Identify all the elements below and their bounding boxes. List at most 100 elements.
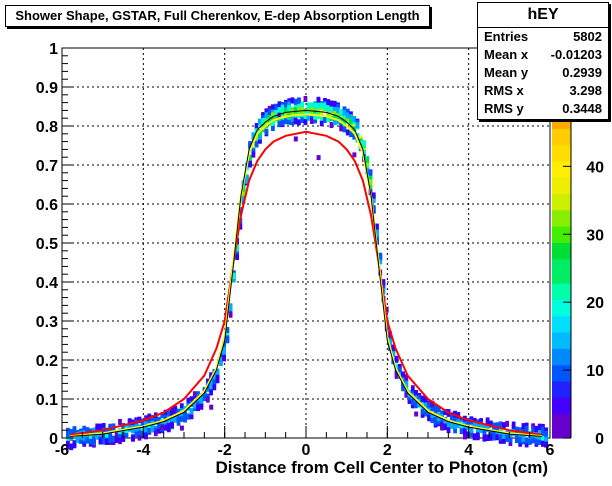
data-bin [404,392,409,398]
data-bin [271,119,275,126]
data-bin [245,177,249,184]
data-bin [466,431,470,438]
data-bin [397,363,402,370]
z-tick-label: 10 [586,363,604,380]
data-bin [375,223,379,230]
data-bin [449,422,454,429]
data-bin [319,120,324,127]
palette-step [552,226,571,235]
data-bin [209,384,213,391]
data-bin [534,438,539,445]
data-bin [368,179,373,186]
data-bin [147,413,152,420]
data-bin [205,378,210,385]
data-bin [375,230,379,237]
data-bin [241,196,246,203]
data-bin [336,118,340,125]
data-bin [290,115,295,122]
data-bin [228,311,233,318]
palette-step [552,209,571,219]
data-bin [235,244,239,251]
x-tick-label: 2 [383,442,392,459]
data-bin [137,434,142,441]
data-bin [98,425,103,432]
data-bin [456,412,461,419]
y-tick-label: 0.8 [36,119,58,136]
data-bin [537,423,542,430]
data-bin [524,437,529,444]
palette-step [552,275,571,284]
data-bin [342,109,347,116]
data-bin [433,409,438,416]
data-bin [414,402,418,409]
data-bin [423,402,428,409]
data-bin [414,389,418,396]
data-bin [176,409,181,416]
data-bin [313,103,318,110]
data-bin [352,115,357,122]
data-bin [306,114,311,121]
data-bin [215,368,220,375]
data-bin [518,427,523,434]
data-bin [433,416,438,423]
data-bin [75,434,80,441]
data-bin [111,423,116,430]
data-bin [118,431,122,438]
data-bin [140,425,145,432]
data-bin [225,330,230,337]
data-bin [306,102,311,109]
data-bin [397,367,402,374]
data-bin [105,438,109,445]
stats-title: hEY [478,3,608,28]
data-bin [114,432,119,438]
data-bin [456,416,461,423]
data-bin [482,424,487,431]
data-bin [336,103,340,110]
data-bin [160,412,165,419]
x-tick-label: 4 [464,442,473,459]
palette-step [552,291,571,301]
data-bin [475,423,480,430]
data-bin [544,430,549,437]
palette-step [552,421,571,431]
data-bin [127,418,132,425]
data-bin [440,410,444,417]
data-bin [511,421,516,428]
data-bin [459,428,464,435]
data-bin [378,252,383,259]
z-tick-label: 30 [586,227,604,244]
y-tick-label: 0.3 [36,314,58,331]
data-bin [502,437,506,444]
data-bin [271,125,275,132]
fit-curve [70,113,542,438]
x-axis-label: Distance from Cell Center to Photon (cm) [216,458,548,477]
data-bin [170,416,174,423]
data-bin [462,434,467,440]
data-bin [267,105,272,112]
data-bin [371,205,376,212]
data-bin [251,133,256,140]
data-bin [209,378,213,385]
palette-step [552,364,571,374]
data-bin [541,440,545,447]
data-bin [365,156,370,163]
data-bin [436,418,441,425]
palette-step [552,356,571,366]
data-bin [310,107,314,114]
data-bin [349,131,353,138]
data-bin [345,112,350,119]
data-bin [274,104,279,111]
fit-curve [69,130,543,436]
data-bin [231,273,236,280]
data-bin [108,433,113,440]
data-bin [293,136,298,142]
data-bin [284,118,288,125]
palette-step [552,128,571,138]
data-bin [293,118,298,125]
data-bin [355,122,360,129]
data-bin [401,385,405,392]
data-bin [196,399,200,406]
data-bin [508,439,513,446]
data-bin [378,258,383,265]
